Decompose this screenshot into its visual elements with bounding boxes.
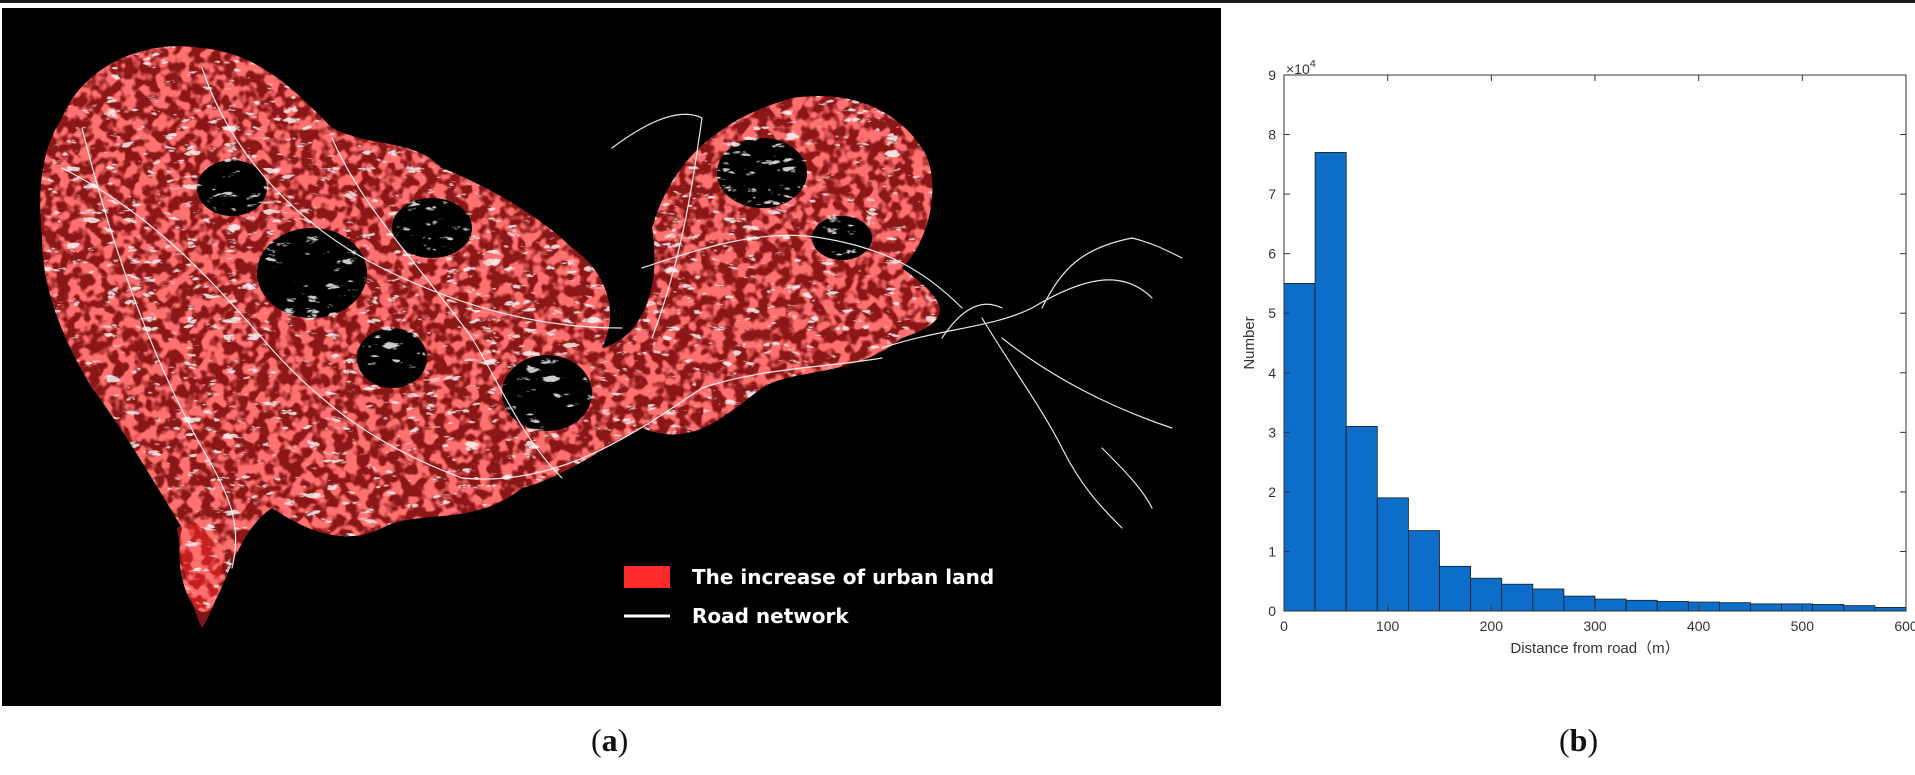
- histogram-bar: [1407, 530, 1440, 612]
- histogram-bar: [1781, 603, 1814, 612]
- urban-road-map: The increase of urban land Road network: [2, 8, 1221, 706]
- histogram-bar: [1687, 601, 1720, 612]
- y-multiplier: ×104: [1286, 60, 1316, 77]
- histogram-bar: [1283, 283, 1316, 612]
- y-tick-label: 1: [1268, 543, 1276, 559]
- histogram-bar: [1563, 595, 1596, 612]
- histogram-bar: [1532, 588, 1565, 612]
- legend-road-label: Road network: [692, 604, 849, 628]
- histogram-bar: [1376, 497, 1409, 612]
- y-tick-label: 7: [1268, 186, 1276, 202]
- x-tick-label: 500: [1791, 618, 1815, 634]
- distance-histogram: 0 100 200 300 400 500 600 0 1 2 3 4 5 6 7 8 9 ×104 Dist…: [1230, 58, 1915, 660]
- histogram-bar: [1470, 577, 1503, 612]
- x-tick-label: 100: [1376, 618, 1400, 634]
- histogram-bars: [1283, 152, 1907, 612]
- y-tick-label: 2: [1268, 484, 1276, 500]
- histogram-bar: [1594, 598, 1627, 612]
- histogram-bar: [1750, 603, 1783, 612]
- caption-a: (a): [591, 722, 629, 758]
- y-tick-label: 4: [1268, 365, 1276, 381]
- histogram-bar: [1501, 583, 1534, 612]
- y-axis: 0 1 2 3 4 5 6 7 8 9: [1268, 67, 1906, 619]
- y-tick-label: 0: [1268, 603, 1276, 619]
- y-tick-label: 9: [1268, 67, 1276, 83]
- y-tick-label: 5: [1268, 305, 1276, 321]
- map-svg: The increase of urban land Road network: [40, 46, 1183, 628]
- histogram-bar: [1345, 425, 1378, 612]
- x-tick-label: 0: [1280, 618, 1288, 634]
- y-tick-label: 6: [1268, 246, 1276, 262]
- top-rule: [0, 0, 1915, 3]
- histogram-bar: [1314, 152, 1347, 612]
- histogram-svg: 0 100 200 300 400 500 600 0 1 2 3 4 5 6 7 8 9 ×104 Dist…: [1241, 58, 1915, 657]
- x-tick-label: 400: [1687, 618, 1711, 634]
- y-tick-label: 3: [1268, 424, 1276, 440]
- x-tick-label: 200: [1480, 618, 1504, 634]
- x-axis-title: Distance from road（m）: [1510, 640, 1679, 657]
- x-tick-label: 300: [1583, 618, 1607, 634]
- histogram-bar: [1843, 605, 1876, 612]
- histogram-bar: [1812, 604, 1845, 612]
- x-axis: 0 100 200 300 400 500 600: [1280, 75, 1915, 634]
- x-tick-label: 600: [1894, 618, 1915, 634]
- map-legend: The increase of urban land Road network: [624, 565, 994, 628]
- y-tick-label: 8: [1268, 127, 1276, 143]
- histogram-bar: [1718, 602, 1751, 612]
- road-network: [40, 46, 1183, 612]
- caption-b: (b): [1559, 722, 1599, 758]
- histogram-bar: [1625, 599, 1658, 612]
- legend-urban-swatch: [624, 566, 670, 588]
- y-axis-title: Number: [1241, 316, 1258, 369]
- legend-urban-label: The increase of urban land: [692, 565, 994, 589]
- histogram-bar: [1874, 607, 1907, 612]
- histogram-bar: [1656, 601, 1689, 612]
- histogram-bar: [1439, 565, 1472, 612]
